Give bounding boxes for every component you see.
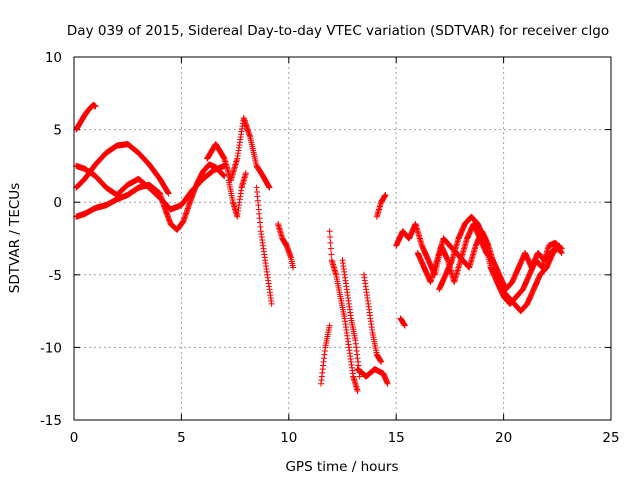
data-point	[266, 184, 273, 191]
chart-title: Day 039 of 2015, Sidereal Day-to-day VTE…	[67, 23, 609, 39]
y-tick-label: 5	[53, 123, 62, 139]
data-point	[327, 239, 334, 246]
y-tick-label: 10	[45, 50, 62, 66]
y-tick-label: 0	[53, 195, 62, 211]
data-point	[327, 234, 334, 241]
data-point	[354, 387, 361, 394]
y-tick-label: -15	[40, 413, 62, 429]
plot-border	[73, 56, 612, 421]
x-tick-label: 0	[70, 430, 79, 446]
data-point	[290, 264, 297, 271]
y-axis-label: SDTVAR / TECUs	[7, 183, 23, 293]
x-axis-label: GPS time / hours	[285, 459, 398, 475]
x-tick-label: 10	[280, 430, 297, 446]
x-tick-label: 20	[495, 430, 512, 446]
data-point	[384, 380, 391, 387]
data-point	[558, 245, 565, 252]
data-point	[382, 191, 389, 198]
data-point	[327, 245, 334, 252]
data-point	[326, 228, 333, 235]
data-points	[73, 101, 565, 394]
data-point	[242, 170, 249, 177]
data-point	[268, 300, 275, 307]
y-tick-label: -5	[49, 268, 62, 284]
data-point	[356, 373, 363, 380]
data-point	[326, 322, 333, 329]
x-tick-label: 15	[388, 430, 405, 446]
data-point	[92, 103, 99, 110]
data-point	[221, 173, 228, 180]
x-tick-label: 5	[177, 430, 186, 446]
data-point	[165, 190, 172, 197]
x-tick-label: 25	[602, 430, 619, 446]
data-point	[328, 251, 335, 258]
grid-lines	[74, 57, 611, 420]
data-point	[378, 358, 385, 365]
y-tick-label: -10	[40, 340, 62, 356]
data-point	[401, 322, 408, 329]
